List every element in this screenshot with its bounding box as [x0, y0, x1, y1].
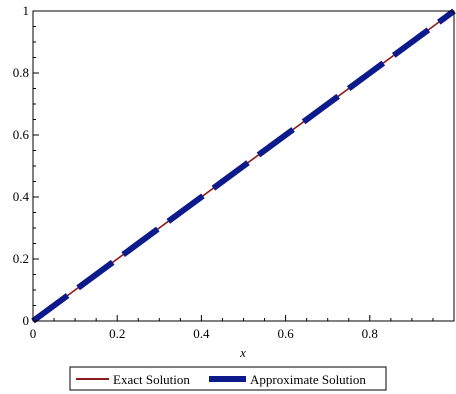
legend-label-approximate-solution: Approximate Solution: [250, 372, 366, 387]
y-tick-label: 0.4: [13, 189, 30, 204]
x-tick-label: 0.8: [362, 326, 378, 341]
x-tick-label: 0.2: [109, 326, 125, 341]
y-tick-label: 0.8: [13, 65, 29, 80]
series-line-approximate-solution: [31, 8, 456, 324]
x-axis-label: x: [239, 345, 246, 360]
y-tick-label: 0.6: [13, 127, 30, 142]
plot-frame: [32, 10, 455, 322]
x-tick-label: 0: [30, 326, 37, 341]
tick-labels: 0 0.2 0.4 0.6 0.8 0 0.2 0.4 0.6 0.8 1: [13, 3, 378, 341]
y-tick-label: 0: [23, 313, 30, 328]
x-tick-label: 0.6: [277, 326, 294, 341]
x-tick-label: 0.4: [193, 326, 210, 341]
legend-label-exact-solution: Exact Solution: [113, 372, 190, 387]
y-tick-label: 1: [23, 3, 30, 18]
series-lines: [31, 8, 456, 324]
legend: Exact Solution Approximate Solution: [69, 366, 387, 391]
y-tick-label: 0.2: [13, 251, 29, 266]
